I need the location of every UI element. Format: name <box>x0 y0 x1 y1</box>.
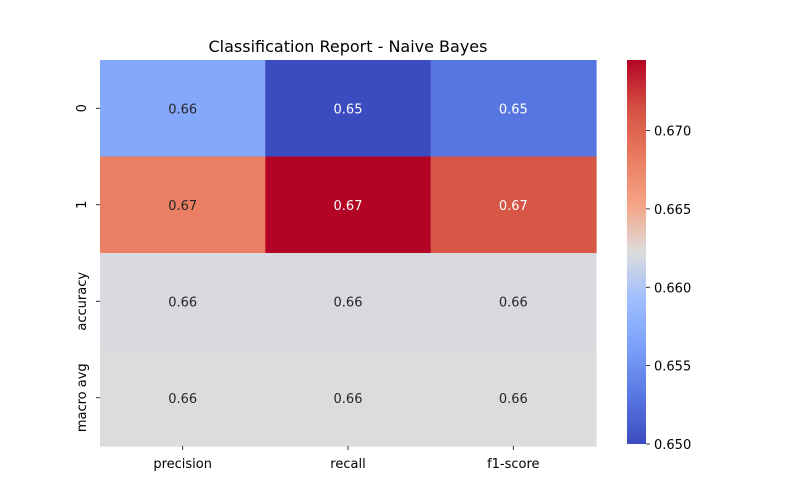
cell-value-label: 0.65 <box>334 102 363 117</box>
cell-value-label: 0.65 <box>499 102 528 117</box>
heatmap-cell <box>430 60 597 158</box>
colorbar: 0.650 0.655 0.660 0.665 0.670 <box>627 60 691 453</box>
x-tick-label: f1-score <box>487 457 539 472</box>
heatmap-cell <box>100 349 266 447</box>
heatmap-cell <box>100 253 266 351</box>
cell-value-label: 0.66 <box>168 392 197 407</box>
colorbar-tick-label: 0.670 <box>654 125 691 140</box>
colorbar-tick-label: 0.650 <box>654 438 691 453</box>
cell-value-label: 0.66 <box>499 295 528 310</box>
chart-title: Classification Report - Naive Bayes <box>209 37 488 56</box>
heatmap-cell <box>265 349 432 447</box>
heatmap-cell <box>100 60 266 158</box>
heatmap-cell <box>430 253 597 351</box>
x-tick-label: precision <box>153 457 212 472</box>
cell-value-label: 0.67 <box>168 199 197 214</box>
colorbar-tick-label: 0.660 <box>654 281 691 296</box>
colorbar-tick-label: 0.665 <box>654 203 691 218</box>
y-tick-label: 0 <box>75 104 90 112</box>
y-tick-label: 1 <box>75 201 90 209</box>
colorbar-tick-label: 0.655 <box>654 360 691 375</box>
heatmap-cell <box>430 349 597 447</box>
heatmap-cell <box>265 156 432 254</box>
heatmap-cell <box>430 156 597 254</box>
y-tick-label: accuracy <box>75 272 90 331</box>
cell-value-label: 0.66 <box>334 295 363 310</box>
cell-value-label: 0.67 <box>334 199 363 214</box>
colorbar-gradient <box>627 60 646 444</box>
cell-value-label: 0.66 <box>168 102 197 117</box>
y-axis-ticks: 0 1 accuracy macro avg <box>75 104 100 432</box>
cell-value-label: 0.67 <box>499 199 528 214</box>
heatmap-cells: 0.66 0.65 0.65 0.67 0.67 0.67 0.66 0.66 0.66 0.66… <box>100 60 597 447</box>
heatmap-cell <box>100 156 266 254</box>
heatmap-cell <box>265 253 432 351</box>
x-axis-ticks: precision recall f1-score <box>153 446 540 472</box>
heatmap-cell <box>265 60 432 158</box>
cell-value-label: 0.66 <box>168 295 197 310</box>
colorbar-ticks: 0.650 0.655 0.660 0.665 0.670 <box>646 125 691 453</box>
cell-value-label: 0.66 <box>499 392 528 407</box>
cell-value-label: 0.66 <box>334 392 363 407</box>
y-tick-label: macro avg <box>75 363 90 432</box>
x-tick-label: recall <box>330 457 365 472</box>
